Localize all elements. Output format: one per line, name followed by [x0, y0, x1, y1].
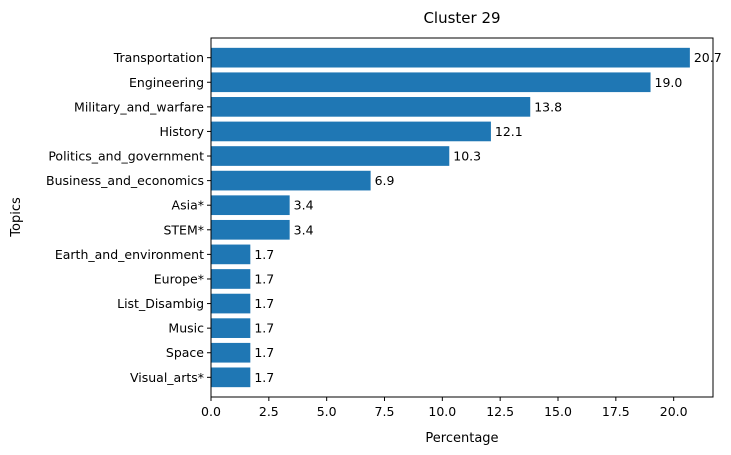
x-tick-label: 0.0 [201, 404, 221, 419]
x-tick-label: 2.5 [259, 404, 279, 419]
bar-music [211, 318, 251, 338]
value-label-politics-and-government: 10.3 [453, 149, 481, 164]
value-label-asia: 3.4 [294, 198, 314, 213]
x-tick-label: 7.5 [375, 404, 395, 419]
y-axis-title: Topics [9, 197, 24, 238]
x-tick-label: 20.0 [660, 404, 688, 419]
x-ticks: 0.0 2.5 5.0 7.5 10.0 12.5 15.0 17.5 20.0 [201, 397, 688, 419]
bar-visual-arts [211, 367, 251, 388]
y-tick-labels: Transportation Engineering Military_and_wa… [46, 50, 211, 385]
bar-space [211, 342, 251, 363]
bar-asia [211, 195, 290, 216]
bar-business-and-economics [211, 170, 371, 191]
y-tick-label-transportation: Transportation [113, 50, 204, 65]
y-tick-label-asia: Asia* [172, 198, 204, 213]
bar-earth-and-environment [211, 244, 251, 265]
value-label-europe: 1.7 [254, 271, 274, 286]
value-label-stem: 3.4 [294, 222, 314, 237]
bar-politics-and-government [211, 146, 450, 166]
value-label-visual-arts: 1.7 [254, 370, 274, 385]
x-tick-label: 10.0 [428, 404, 456, 419]
chart-title: Cluster 29 [423, 9, 500, 27]
value-label-earth-and-environment: 1.7 [254, 247, 274, 262]
value-labels: 20.7 19.0 13.8 12.1 10.3 6.9 3.4 3.4 1.7 1.7 1.7 1.… [254, 50, 721, 385]
plot-frame [210, 37, 714, 398]
value-label-military-and-warfare: 13.8 [534, 99, 562, 114]
bar-history [211, 121, 491, 142]
y-tick-label-earth-and-environment: Earth_and_environment [55, 247, 204, 262]
value-label-history: 12.1 [495, 124, 523, 139]
y-tick-label-visual-arts: Visual_arts* [130, 370, 204, 385]
bar-list-disambig [211, 293, 251, 314]
bar-stem [211, 219, 290, 240]
x-tick-label: 15.0 [544, 404, 572, 419]
y-tick-label-politics-and-government: Politics_and_government [48, 149, 204, 164]
value-label-transportation: 20.7 [694, 50, 722, 65]
y-tick-label-list-disambig: List_Disambig [117, 296, 204, 311]
y-tick-label-business-and-economics: Business_and_economics [46, 173, 204, 188]
y-tick-label-engineering: Engineering [129, 75, 204, 90]
y-tick-label-europe: Europe* [154, 271, 204, 286]
value-label-music: 1.7 [254, 321, 274, 336]
value-label-list-disambig: 1.7 [254, 296, 274, 311]
bar-transportation [211, 47, 690, 68]
value-label-engineering: 19.0 [655, 75, 683, 90]
value-label-business-and-economics: 6.9 [375, 173, 395, 188]
bar-europe [211, 269, 251, 289]
y-tick-label-space: Space [166, 345, 204, 360]
bar-engineering [211, 72, 651, 93]
x-tick-label: 5.0 [317, 404, 337, 419]
y-tick-label-music: Music [168, 321, 204, 336]
bar-military-and-warfare [211, 97, 531, 117]
x-tick-label: 17.5 [602, 404, 630, 419]
x-tick-label: 12.5 [486, 404, 514, 419]
y-tick-label-military-and-warfare: Military_and_warfare [74, 99, 204, 114]
y-tick-label-stem: STEM* [163, 222, 204, 237]
x-axis-title: Percentage [425, 431, 498, 446]
value-label-space: 1.7 [254, 345, 274, 360]
bars-group [211, 47, 690, 388]
y-tick-label-history: History [160, 124, 205, 139]
